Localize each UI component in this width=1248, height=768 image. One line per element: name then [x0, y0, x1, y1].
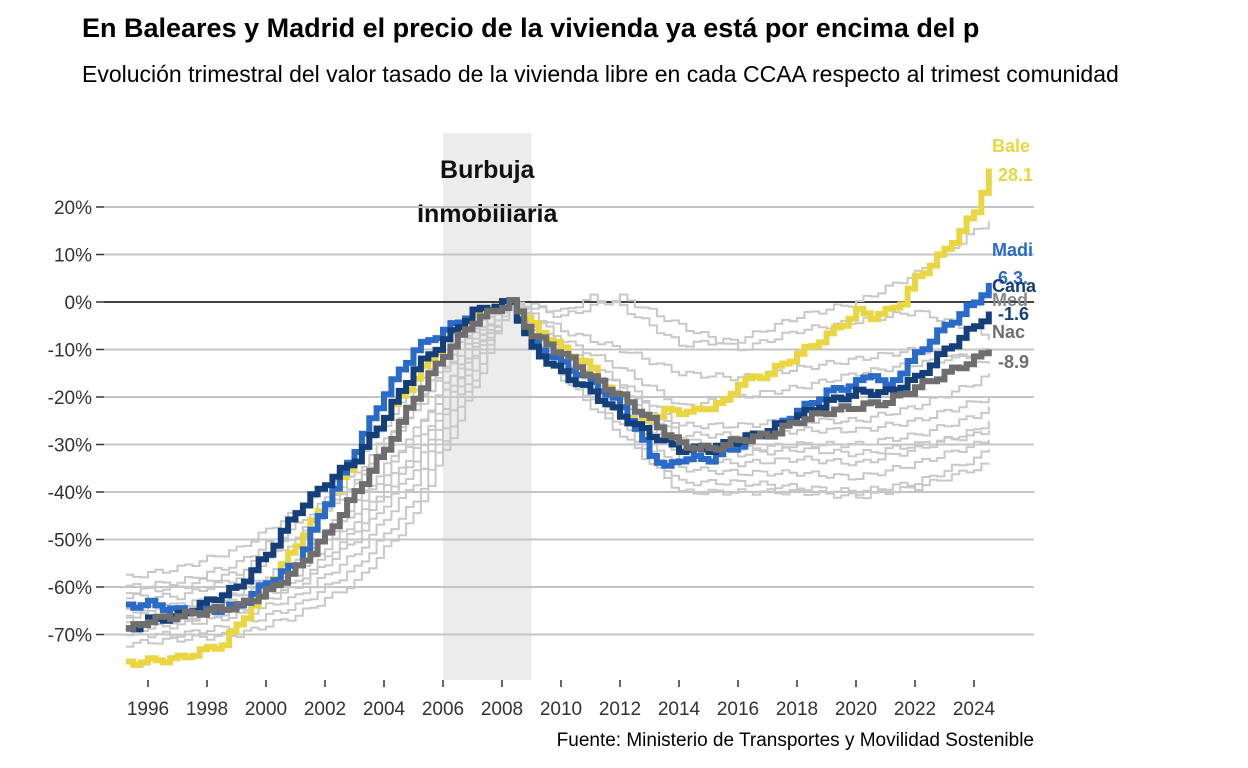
series-name-nac: Nac	[992, 322, 1025, 342]
x-tick-label: 2004	[363, 699, 406, 720]
highlighted-series-layer	[125, 168, 992, 668]
series-value-madi: 6.3.	[998, 268, 1028, 288]
y-tick-label: 0%	[65, 293, 93, 314]
series-name-cana: Cana	[992, 276, 1037, 296]
y-tick-label: -10%	[48, 341, 92, 362]
bubble-label-line1: Burbuja	[440, 156, 536, 184]
background-series-line	[125, 298, 990, 632]
background-series-line	[125, 221, 990, 579]
background-series-line	[125, 301, 990, 601]
x-tick-label: 2016	[717, 699, 759, 720]
x-tick-label: 1996	[127, 699, 169, 720]
y-tick-label: 10%	[54, 246, 92, 267]
y-tick-label: -20%	[48, 388, 92, 409]
x-tick-label: 1998	[186, 699, 228, 720]
source-note: Fuente: Ministerio de Transportes y Movi…	[556, 730, 1034, 751]
bubble-label-line2: Inmobiliaria	[417, 200, 558, 228]
series-line-madi	[125, 283, 992, 617]
series-value-cana: -1.6	[998, 304, 1029, 324]
series-line-bale	[125, 168, 992, 668]
y-tick-label: 20%	[54, 198, 92, 219]
chart-subtitle: Evolución trimestral del valor tasado de…	[82, 61, 1119, 87]
x-tick-label: 2002	[304, 699, 346, 720]
y-tick-label: -40%	[48, 483, 92, 504]
x-tick-label: 2008	[481, 699, 523, 720]
axis-labels: -70% -60% -50% -40% -30% -20% -10% 0% 10% 20% 1996…	[48, 198, 996, 720]
series-line-nac	[125, 297, 992, 632]
x-tick-label: 2010	[540, 699, 582, 720]
x-tick-label: 2024	[953, 699, 996, 720]
y-tick-label: -70%	[48, 626, 92, 647]
y-tick-label: -50%	[48, 531, 92, 552]
x-tick-label: 2022	[894, 699, 936, 720]
x-tick-label: 2000	[245, 699, 287, 720]
y-tick-label: -30%	[48, 436, 92, 457]
x-tick-label: 2014	[658, 699, 701, 720]
x-tick-label: 2006	[422, 699, 464, 720]
series-line-cana	[125, 298, 992, 633]
x-tick-label: 2020	[835, 699, 877, 720]
chart-title: En Baleares y Madrid el precio de la viv…	[82, 13, 980, 43]
bubble-shade-layer: Burbuja Inmobiliaria	[417, 133, 558, 680]
series-value-nac: -8.9	[998, 352, 1029, 372]
y-tick-label: -60%	[48, 578, 92, 599]
series-value-bale: 28.1	[998, 165, 1033, 185]
series-name-bale: Bale	[992, 136, 1030, 156]
x-tick-label: 2012	[599, 699, 641, 720]
series-name-med: Med	[992, 290, 1028, 310]
background-series-layer	[125, 221, 990, 648]
series-name-madi: Madi	[992, 240, 1033, 260]
x-tick-label: 2018	[776, 699, 818, 720]
